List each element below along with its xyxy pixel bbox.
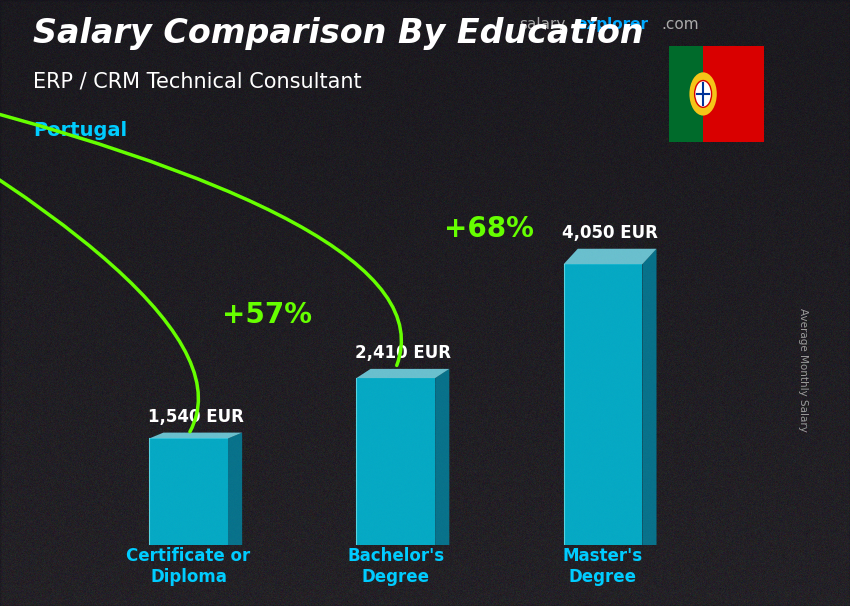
Polygon shape bbox=[150, 433, 242, 439]
Bar bbox=[669, 46, 703, 142]
Circle shape bbox=[689, 72, 717, 116]
Text: ERP / CRM Technical Consultant: ERP / CRM Technical Consultant bbox=[33, 72, 362, 92]
Text: +57%: +57% bbox=[223, 301, 312, 329]
Text: Average Monthly Salary: Average Monthly Salary bbox=[798, 308, 808, 431]
Text: 1,540 EUR: 1,540 EUR bbox=[148, 408, 244, 425]
Text: Certificate or
Diploma: Certificate or Diploma bbox=[127, 547, 251, 586]
Polygon shape bbox=[564, 248, 656, 264]
Bar bbox=[150, 439, 228, 545]
Bar bbox=[564, 264, 643, 545]
Text: Portugal: Portugal bbox=[33, 121, 128, 140]
Circle shape bbox=[694, 81, 711, 107]
Text: 4,050 EUR: 4,050 EUR bbox=[562, 224, 658, 242]
Text: Salary Comparison By Education: Salary Comparison By Education bbox=[33, 17, 644, 50]
Text: 2,410 EUR: 2,410 EUR bbox=[354, 344, 450, 362]
Polygon shape bbox=[356, 369, 450, 378]
Bar bbox=[356, 378, 435, 545]
Text: Bachelor's
Degree: Bachelor's Degree bbox=[347, 547, 445, 586]
Text: .com: .com bbox=[661, 17, 700, 32]
Text: salary: salary bbox=[518, 17, 565, 32]
Text: Master's
Degree: Master's Degree bbox=[563, 547, 643, 586]
Polygon shape bbox=[435, 369, 450, 545]
Polygon shape bbox=[228, 433, 242, 545]
Text: +68%: +68% bbox=[444, 215, 534, 243]
Text: explorer: explorer bbox=[576, 17, 648, 32]
Polygon shape bbox=[643, 248, 656, 545]
Bar bbox=[703, 46, 764, 142]
